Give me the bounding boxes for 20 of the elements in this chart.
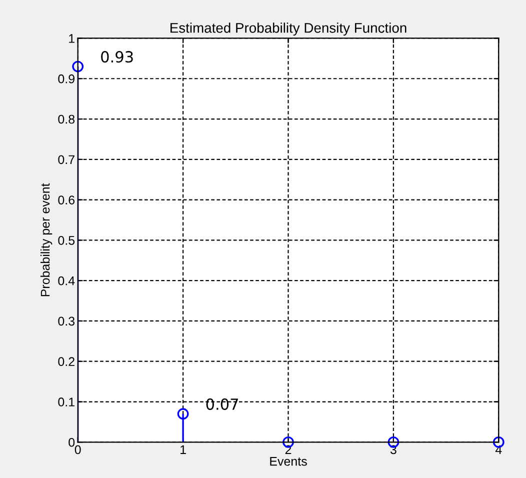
y-tick-label: 0.4 (58, 276, 75, 286)
x-tick-label: 1 (180, 445, 186, 454)
y-tick-label: 0.7 (58, 155, 74, 164)
chart-title: Estimated Probability Density Function (170, 22, 406, 36)
y-tick-label: 1 (69, 34, 74, 43)
data-label: 0.07 (206, 398, 238, 410)
x-axis-title: Events (270, 457, 307, 466)
data-label: 0.93 (101, 51, 133, 63)
y-tick-label: 0.5 (58, 236, 75, 245)
point (72, 60, 84, 72)
y-tick-label: 0.3 (58, 316, 75, 326)
y-axis-title: Probability per event (40, 183, 52, 296)
y-tick-label: 0 (68, 438, 75, 447)
y-tick-label: 0.2 (58, 357, 74, 366)
x-tick-label: 0 (74, 445, 81, 454)
y-tick-label: 0.1 (58, 398, 74, 406)
point (177, 408, 189, 420)
y-tick-label: 0.6 (58, 196, 75, 204)
y-tick-label: 0.9 (58, 74, 74, 84)
y-tick-label: 0.8 (58, 114, 75, 124)
